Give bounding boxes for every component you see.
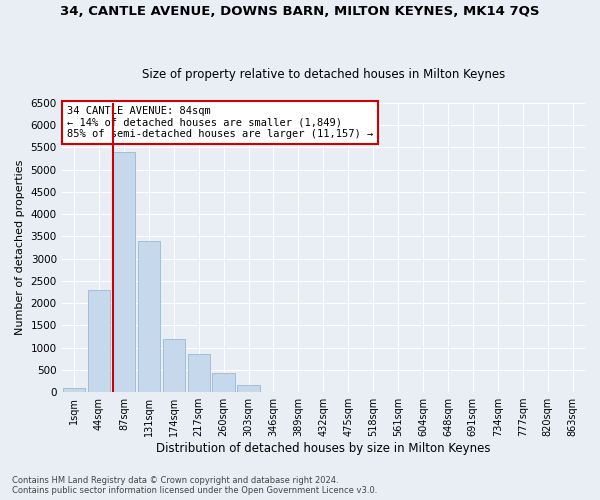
Bar bbox=[63, 388, 85, 392]
Bar bbox=[113, 152, 135, 392]
Bar bbox=[238, 386, 260, 392]
Bar bbox=[163, 338, 185, 392]
Title: Size of property relative to detached houses in Milton Keynes: Size of property relative to detached ho… bbox=[142, 68, 505, 81]
Bar bbox=[88, 290, 110, 392]
Y-axis label: Number of detached properties: Number of detached properties bbox=[15, 160, 25, 335]
Bar bbox=[212, 373, 235, 392]
Text: 34 CANTLE AVENUE: 84sqm
← 14% of detached houses are smaller (1,849)
85% of semi: 34 CANTLE AVENUE: 84sqm ← 14% of detache… bbox=[67, 106, 373, 139]
Text: Contains HM Land Registry data © Crown copyright and database right 2024.
Contai: Contains HM Land Registry data © Crown c… bbox=[12, 476, 377, 495]
Text: 34, CANTLE AVENUE, DOWNS BARN, MILTON KEYNES, MK14 7QS: 34, CANTLE AVENUE, DOWNS BARN, MILTON KE… bbox=[60, 5, 540, 18]
X-axis label: Distribution of detached houses by size in Milton Keynes: Distribution of detached houses by size … bbox=[156, 442, 491, 455]
Bar bbox=[188, 354, 210, 392]
Bar bbox=[137, 241, 160, 392]
